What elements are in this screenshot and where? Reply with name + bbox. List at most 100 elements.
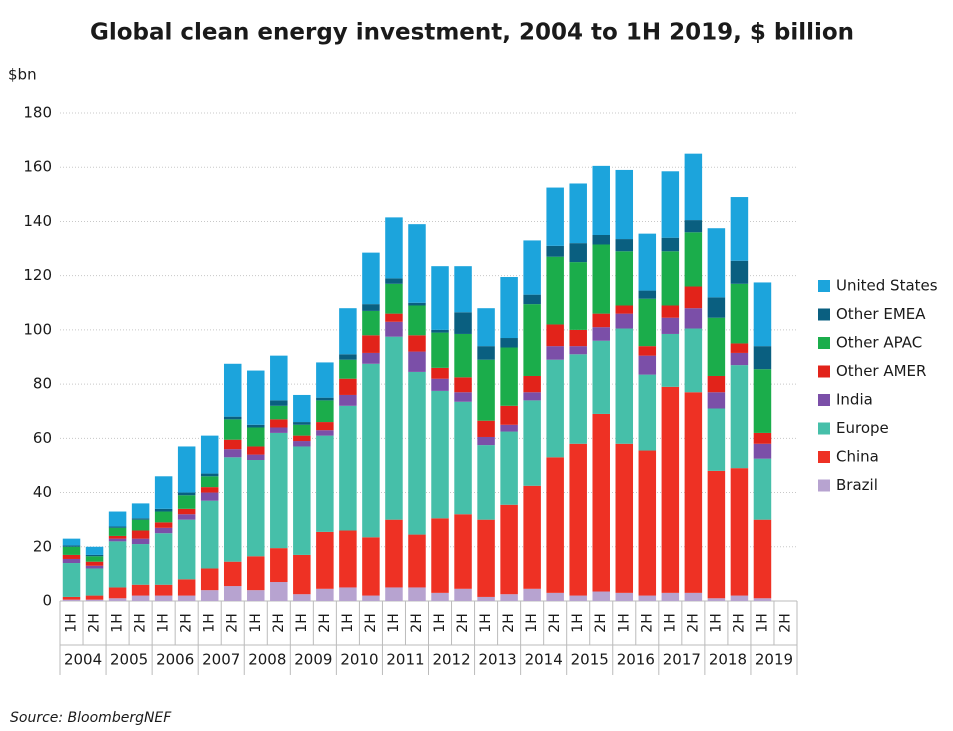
bar-segment (131, 584, 150, 596)
x-tick-label: 2H (501, 613, 517, 632)
bar-segment (62, 596, 81, 600)
x-tick-label: 1H (294, 613, 310, 632)
bar-segment (431, 367, 449, 379)
x-tick-label: 2H (547, 613, 563, 632)
bar-segment (546, 256, 564, 325)
x-tick-label: 1H (340, 613, 356, 632)
x-group-label: 2007 (202, 651, 240, 669)
bar-segment (707, 375, 726, 393)
bar-segment (200, 487, 219, 493)
bar-segment (293, 441, 311, 447)
bar-segment (154, 527, 173, 534)
bar-segment (408, 305, 426, 336)
bar-segment (316, 362, 334, 398)
bar-segment (661, 171, 680, 238)
bar-segment (154, 522, 173, 528)
bar-segment (247, 454, 265, 461)
bar-segment (385, 519, 403, 588)
bar-segment (85, 554, 104, 557)
bar-segment (62, 563, 81, 597)
x-tick-label: 2H (87, 613, 103, 632)
x-group-label: 2012 (432, 651, 470, 669)
bar-segment (223, 419, 242, 440)
bar-segment (85, 595, 104, 600)
bar-segment (108, 526, 127, 528)
bar-segment (316, 430, 334, 436)
bar-segment (154, 533, 173, 585)
bar-segment (615, 169, 634, 240)
bar-segment (108, 541, 127, 588)
bar-segment (684, 232, 703, 287)
bar-segment (293, 424, 311, 436)
bar-segment (270, 400, 288, 406)
x-tick-label: 1H (478, 613, 494, 632)
bar-segment (707, 228, 726, 298)
bar-segment (454, 588, 472, 601)
bar-segment (638, 450, 657, 596)
x-tick-label: 1H (110, 613, 126, 632)
bar-segment (592, 165, 610, 235)
bar-segment (385, 587, 403, 601)
bar-segment (730, 365, 749, 469)
bar-segment (500, 594, 518, 601)
bar-segment (546, 324, 564, 347)
bar-segment (154, 476, 173, 509)
x-tick-label: 2H (409, 613, 425, 632)
bar-segment (85, 565, 104, 569)
bar-segment (362, 310, 380, 336)
bar-segment (270, 548, 288, 583)
bar-segment (200, 476, 219, 488)
legend-swatch (818, 280, 830, 292)
x-group-label: 2005 (110, 651, 148, 669)
bar-segment (707, 392, 726, 409)
bar-segment (316, 588, 334, 601)
bar-segment (454, 392, 472, 402)
bar-segment (223, 439, 242, 450)
y-tick-label: 120 (23, 266, 52, 284)
bar-segment (339, 587, 357, 601)
legend-swatch (818, 365, 830, 378)
bar-segment (339, 530, 357, 588)
bar-segment (546, 359, 564, 458)
bar-segment (638, 355, 657, 375)
bar-segment (339, 308, 357, 355)
legend-label: India (836, 391, 873, 409)
bar-segment (546, 346, 564, 360)
legend-swatch (818, 451, 830, 463)
bar-segment (62, 558, 81, 564)
legend-swatch (818, 479, 830, 492)
bar-segment (592, 591, 610, 601)
bar-segment (223, 586, 242, 601)
y-tick-label: 40 (33, 483, 52, 501)
bar-segment (707, 297, 726, 318)
bar-segment (684, 286, 703, 309)
bar-segment (523, 304, 541, 376)
x-tick-label: 2H (777, 613, 793, 632)
bar-segment (592, 235, 610, 245)
x-group-label: 2009 (294, 651, 332, 669)
bar-segment (362, 304, 380, 311)
bar-segment (730, 283, 749, 344)
bar-segment (154, 584, 173, 596)
bar-segment (523, 294, 541, 305)
bar-segment (707, 598, 726, 601)
bar-segment (131, 530, 150, 539)
bar-segment (293, 422, 311, 425)
bar-segment (592, 313, 610, 328)
bar-segment (592, 340, 610, 414)
bar-segment (753, 346, 772, 370)
x-group-label: 2015 (571, 651, 609, 669)
bar-segment (108, 598, 127, 601)
bar-segment (270, 582, 288, 601)
bar-segment (339, 394, 357, 406)
bar-segment (408, 534, 426, 588)
bar-segment (154, 508, 173, 512)
bar-segment (661, 251, 680, 306)
bar-segment (546, 457, 564, 593)
x-tick-label: 1H (524, 613, 540, 632)
bar-segment (454, 333, 472, 378)
bar-segment (293, 435, 311, 442)
bar-segment (362, 252, 380, 305)
y-tick-label: 20 (33, 537, 52, 555)
x-tick-label: 2H (317, 613, 333, 632)
